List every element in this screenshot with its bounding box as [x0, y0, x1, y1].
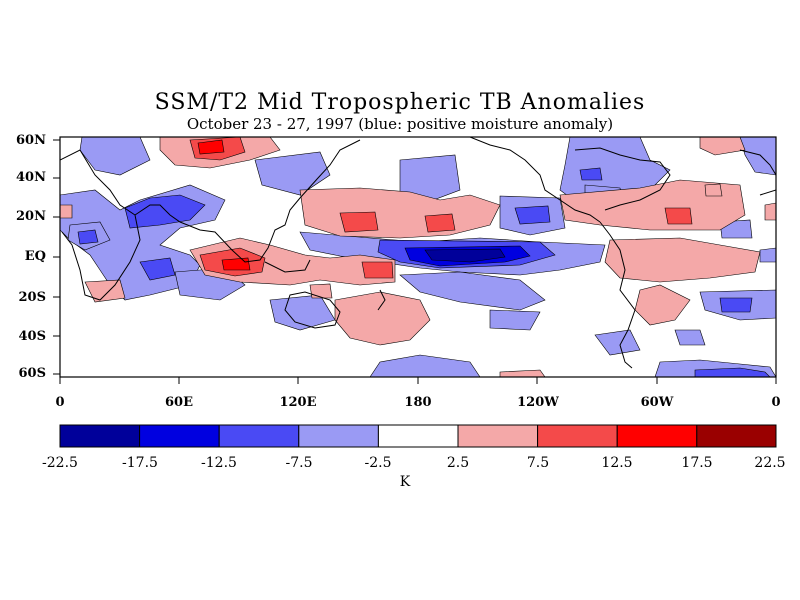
anomaly-field: [60, 137, 776, 377]
darkest-blue-regions: [424, 248, 506, 263]
coastlines: [60, 137, 776, 369]
colorbar-label-4: -7.5: [285, 455, 313, 471]
colorbar-label-9: 17.5: [681, 455, 713, 471]
lon-label-120e: 120E: [279, 395, 317, 410]
lat-label-20n: 20N: [16, 209, 46, 224]
colorbar-swatch-9: [696, 424, 777, 448]
colorbar-label-7: 7.5: [526, 455, 550, 471]
lon-label-60w: 60W: [640, 395, 674, 410]
map-subtitle: October 23 - 27, 1997 (blue: positive mo…: [186, 115, 614, 133]
colorbar-swatch-8: [616, 424, 698, 448]
colorbar: [59, 424, 777, 448]
lon-label-180: 180: [404, 395, 432, 410]
lat-label-40s: 40S: [18, 329, 46, 344]
colorbar-swatch-3: [218, 424, 300, 448]
colorbar-swatch-1: [59, 424, 141, 448]
light-red-regions: [60, 137, 776, 377]
colorbar-label-2: -17.5: [122, 455, 158, 471]
lon-label-60e: 60E: [165, 395, 193, 410]
lat-label-eq: EQ: [24, 249, 46, 264]
colorbar-label-1: -22.5: [42, 455, 78, 471]
lat-label-60n: 60N: [16, 133, 46, 148]
lon-label-0: 0: [55, 395, 65, 410]
colorbar-swatch-5: [377, 424, 459, 448]
colorbar-label-5: -2.5: [364, 455, 392, 471]
colorbar-units: K: [399, 474, 411, 490]
map-title: SSM/T2 Mid Tropospheric TB Anomalies: [154, 90, 646, 115]
lon-label-120w: 120W: [517, 395, 559, 410]
axis-ticks: [53, 139, 777, 384]
colorbar-swatch-4: [298, 424, 379, 448]
colorbar-label-6: 2.5: [446, 455, 470, 471]
colorbar-label-8: 12.5: [601, 455, 633, 471]
lat-label-20s: 20S: [18, 290, 46, 305]
colorbar-label-3: -12.5: [201, 455, 237, 471]
lon-label-0-end: 0: [771, 395, 781, 410]
bright-red-regions: [197, 139, 251, 271]
colorbar-swatch-2: [139, 424, 220, 448]
lat-label-60s: 60S: [18, 366, 46, 381]
colorbar-swatch-7: [537, 424, 618, 448]
lat-label-40n: 40N: [16, 170, 46, 185]
colorbar-swatch-6: [457, 424, 539, 448]
colorbar-label-10: 22.5: [754, 455, 786, 471]
